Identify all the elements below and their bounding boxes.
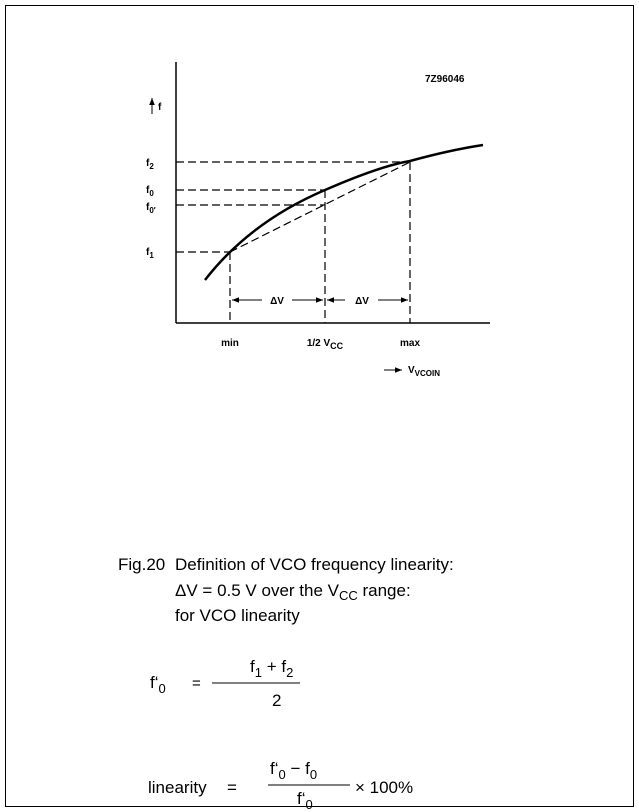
text-part: f‘ (297, 789, 306, 808)
text-part: f (250, 657, 255, 676)
level-label: f2 (146, 158, 154, 171)
text-part: min (221, 338, 239, 349)
text-part: CC (339, 588, 358, 603)
text-part: + (262, 657, 281, 676)
text-part: ΔV = 0.5 V over the V (175, 581, 340, 600)
caption-line: ΔV = 0.5 V over the VCC range: (175, 581, 411, 603)
y-label: f (158, 102, 162, 113)
x-tick-label: min (221, 338, 239, 349)
caption: Fig.20 Definition of VCO frequency linea… (118, 555, 454, 625)
text-part: 2 (149, 162, 154, 171)
x-tick-label: 1/2 VCC (307, 338, 344, 351)
caption-line: Definition of VCO frequency linearity: (175, 555, 454, 574)
text-part: 0 (279, 767, 286, 782)
caption-line: for VCO linearity (175, 606, 300, 625)
formula-denominator: f‘0 (297, 789, 313, 812)
text-part: 0 (149, 189, 154, 198)
formula-denominator: 2 (272, 691, 281, 710)
text-part: f (146, 202, 150, 213)
text-part: f‘ (150, 673, 159, 692)
formula-lhs: f‘0 (150, 673, 166, 696)
level-label: f0′ (146, 202, 156, 215)
code: 7Z96046 (425, 74, 465, 85)
formula-numerator: f‘0 − f0 (270, 759, 317, 782)
formula-1: f‘0 = f1 + f2 2 (150, 657, 300, 710)
text-part: f (146, 185, 150, 196)
text-part: f (281, 657, 286, 676)
diagram-lines (149, 62, 490, 373)
text-part: 1 (149, 251, 154, 260)
text-part: max (400, 338, 420, 349)
text-part: − (286, 759, 305, 778)
x-tick-label: max (400, 338, 420, 349)
text-part: CC (330, 341, 343, 351)
delta-label: ΔV (355, 296, 369, 307)
x-label: VVCOIN (408, 365, 440, 378)
formula-eq: = (227, 778, 237, 797)
text-part: 0′ (149, 206, 155, 215)
text-part: f (146, 158, 150, 169)
formula-lhs: linearity (148, 778, 207, 797)
text-part: 0 (306, 797, 313, 812)
text-part: f (146, 247, 150, 258)
text-part: 0 (159, 681, 166, 696)
text-part: 1/2 V (307, 338, 331, 349)
formula-2: linearity = f‘0 − f0 f‘0 × 100% (148, 759, 413, 812)
text-part: 2 (286, 665, 293, 680)
formula-tail: × 100% (355, 778, 413, 797)
formula-eq: = (192, 675, 201, 692)
frame (5, 5, 634, 807)
text-part: f‘ (270, 759, 279, 778)
formula-numerator: f1 + f2 (250, 657, 293, 680)
text-part: 1 (255, 665, 262, 680)
delta-label: ΔV (270, 296, 284, 307)
level-label: f1 (146, 247, 154, 260)
text-part: VCOIN (415, 369, 441, 378)
text-part: V (408, 365, 415, 376)
diagram-labels: 7Z96046 f f2 f0 f0′ f1 ΔV ΔV min 1/2 VCC… (146, 74, 465, 378)
caption-number: Fig.20 (118, 555, 165, 574)
text-part: range: (358, 581, 411, 600)
text-part: 0 (310, 767, 317, 782)
text-part: f (305, 759, 310, 778)
level-label: f0 (146, 185, 154, 198)
